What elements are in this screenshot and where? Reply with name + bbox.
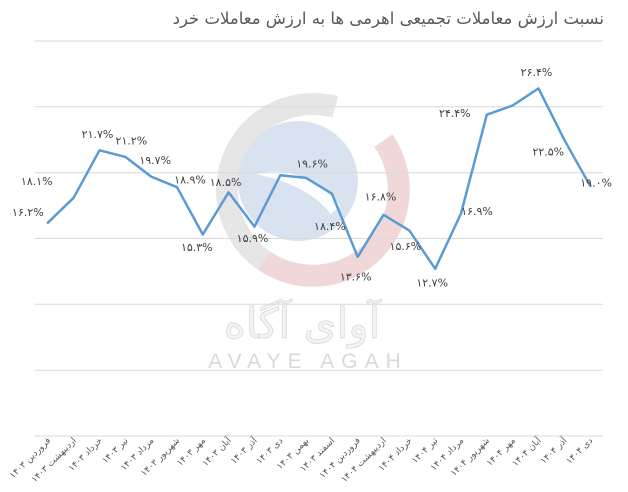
data-labels: ۱۶.۲% ۱۸.۱% ۲۱.۷%۲۱.۲% ۱۹.۷%۱۸.۹% ۱۵.۳% ۱۸.۵%… [12, 66, 612, 289]
data-point [200, 232, 205, 237]
data-label: ۲۱.۲% [116, 134, 148, 147]
data-point [536, 86, 541, 91]
watermark-persian-text: آوای آگاه [224, 298, 383, 348]
data-point [45, 220, 50, 225]
data-point [355, 254, 360, 259]
data-label: ۱۸.۴% [314, 220, 346, 233]
data-label: ۱۶.۲% [12, 206, 44, 219]
data-point [226, 190, 231, 195]
data-point [71, 195, 76, 200]
data-label: ۱۶.۸% [365, 190, 397, 203]
chart-title: نسبت ارزش معاملات تجمیعی اهرمی ها به ارز… [173, 9, 604, 29]
watermark-latin-text: AVAYE AGAH [208, 350, 408, 373]
data-point [149, 174, 154, 179]
data-label: ۱۵.۹% [237, 232, 269, 245]
data-label: ۲۶.۴% [521, 66, 553, 79]
data-label: ۱۲.۷% [416, 276, 448, 289]
data-point [562, 137, 567, 142]
data-point [329, 191, 334, 196]
data-label: ۱۸.۵% [210, 176, 242, 189]
watermark-logo: آوای آگاه AVAYE AGAH [208, 92, 410, 373]
data-label: ۱۸.۱% [21, 175, 53, 188]
data-point [97, 148, 102, 153]
data-point [484, 112, 489, 117]
logo-swoosh-icon [256, 171, 340, 214]
data-point [433, 266, 438, 271]
data-point [304, 175, 309, 180]
series-line [46, 87, 592, 271]
series-group [46, 87, 592, 271]
data-label: ۲۲.۵% [532, 145, 564, 158]
data-point [510, 103, 515, 108]
data-label: ۲۱.۷% [82, 128, 114, 141]
data-point [123, 154, 128, 159]
data-point [381, 212, 386, 217]
data-label: ۱۵.۳% [181, 241, 213, 254]
data-label: ۱۹.۷% [139, 154, 171, 167]
data-label: ۱۵.۶% [390, 240, 422, 253]
data-label: ۱۶.۹% [461, 205, 493, 218]
data-point [278, 173, 283, 178]
data-label: ۲۴.۴% [439, 107, 471, 120]
data-point [252, 224, 257, 229]
data-label: ۱۹.۰% [580, 176, 612, 189]
data-label: ۱۳.۶% [340, 270, 372, 283]
logo-ring-gray-arc [216, 92, 339, 270]
data-label: ۱۸.۹% [174, 174, 206, 187]
data-point [407, 228, 412, 233]
data-label: ۱۹.۶% [296, 157, 328, 170]
